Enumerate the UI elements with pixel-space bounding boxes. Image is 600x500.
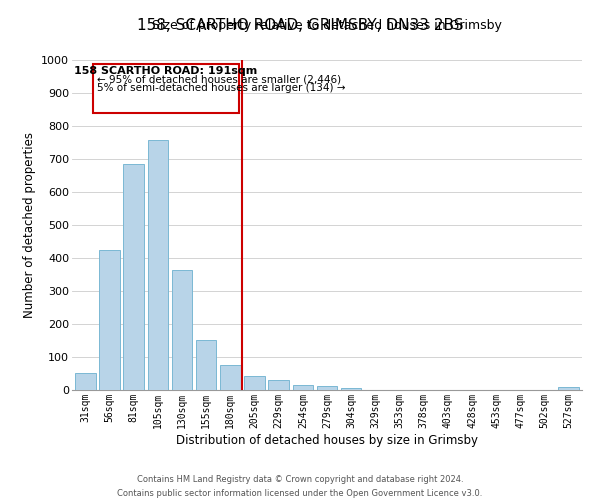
Bar <box>268 380 289 390</box>
Bar <box>220 365 241 390</box>
Bar <box>317 386 337 390</box>
Bar <box>92 64 239 114</box>
Y-axis label: Number of detached properties: Number of detached properties <box>23 132 35 318</box>
Bar <box>196 340 217 390</box>
Bar <box>75 372 95 390</box>
Text: 158, SCARTHO ROAD, GRIMSBY, DN33 2BS: 158, SCARTHO ROAD, GRIMSBY, DN33 2BS <box>137 18 463 32</box>
Bar <box>172 270 192 390</box>
Bar <box>148 140 168 390</box>
Bar <box>559 388 579 390</box>
Text: 5% of semi-detached houses are larger (134) →: 5% of semi-detached houses are larger (1… <box>97 82 346 92</box>
Bar <box>293 384 313 390</box>
Bar <box>244 376 265 390</box>
Text: ← 95% of detached houses are smaller (2,446): ← 95% of detached houses are smaller (2,… <box>97 75 341 85</box>
Bar <box>124 164 144 390</box>
Text: 158 SCARTHO ROAD: 191sqm: 158 SCARTHO ROAD: 191sqm <box>74 66 257 76</box>
Bar <box>99 250 120 390</box>
Title: Size of property relative to detached houses in Grimsby: Size of property relative to detached ho… <box>152 20 502 32</box>
Text: Contains HM Land Registry data © Crown copyright and database right 2024.
Contai: Contains HM Land Registry data © Crown c… <box>118 476 482 498</box>
Bar <box>341 388 361 390</box>
X-axis label: Distribution of detached houses by size in Grimsby: Distribution of detached houses by size … <box>176 434 478 446</box>
